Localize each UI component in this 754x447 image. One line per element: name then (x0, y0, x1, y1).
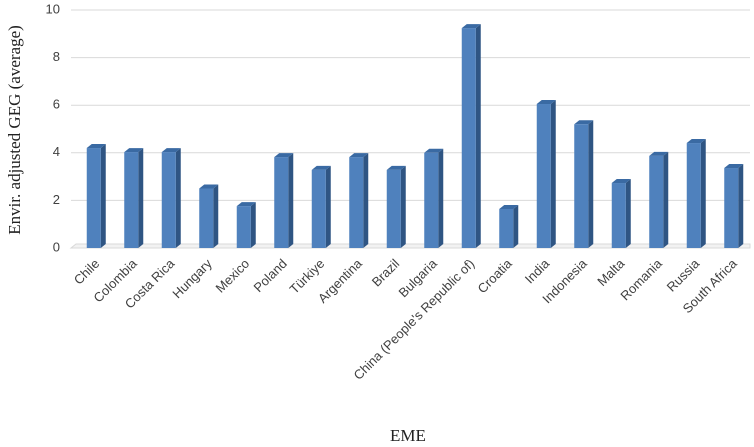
bar-side (663, 151, 669, 248)
bar-side (550, 100, 556, 248)
bar-top (461, 24, 481, 29)
bar (311, 169, 326, 248)
bar (424, 152, 439, 248)
bar (536, 104, 551, 248)
bar (161, 152, 176, 248)
y-axis-label: Envir. adjusted GEG (average) (5, 25, 24, 235)
y-tick-label: 2 (53, 192, 60, 207)
bar-side (363, 153, 369, 248)
bar-side (175, 148, 181, 248)
bar-top (274, 153, 294, 158)
bar-side (288, 153, 294, 248)
bar-side (475, 24, 481, 249)
bar-top (349, 153, 369, 158)
x-tick-label: Brazil (369, 256, 403, 290)
bar-top (236, 202, 256, 207)
bar (611, 183, 626, 248)
bar-side (588, 120, 594, 248)
bar (574, 124, 589, 248)
bar-side (325, 165, 331, 248)
x-tick-label: Hungary (169, 256, 215, 302)
bar-top (161, 148, 181, 153)
x-tick-label: Croatia (475, 255, 516, 296)
bar-side (250, 202, 256, 248)
bar (274, 157, 289, 248)
bar-top (536, 100, 556, 105)
bar-top (86, 144, 106, 149)
bar-top (124, 148, 144, 153)
bar-top (424, 148, 444, 153)
bar-side (625, 179, 631, 248)
bar-top (649, 151, 669, 156)
bar-top (311, 165, 331, 170)
bar-side (100, 144, 106, 248)
bar-side (138, 148, 144, 248)
x-tick-label: Romania (617, 255, 665, 303)
bar-side (700, 139, 706, 248)
bar-top (611, 179, 631, 184)
y-tick-label: 4 (53, 144, 60, 159)
bar (649, 155, 664, 248)
x-tick-label: India (522, 255, 553, 286)
bar-top (499, 204, 519, 209)
y-tick-label: 8 (53, 49, 60, 64)
bar (349, 157, 364, 248)
bar-side (400, 165, 406, 248)
bar-top (386, 165, 406, 170)
y-tick-label: 10 (46, 1, 60, 16)
x-axis-label: EME (390, 426, 426, 445)
x-tick-label: Mexico (213, 256, 253, 296)
x-tick-label: Chile (71, 256, 103, 288)
bar (386, 169, 401, 248)
bar (199, 188, 214, 248)
bar (236, 206, 251, 248)
bar-top (724, 164, 744, 169)
bar (499, 208, 514, 248)
x-tick-label: Poland (251, 256, 290, 295)
bar-side (738, 164, 744, 248)
bar (461, 28, 476, 249)
bar-side (438, 148, 444, 248)
x-tick-label: Malta (594, 255, 628, 289)
bar (124, 152, 139, 248)
bar (686, 143, 701, 248)
bar (86, 148, 101, 248)
bar-side (213, 184, 219, 248)
bar-top (574, 120, 594, 125)
bar-top (686, 139, 706, 144)
y-tick-label: 6 (53, 97, 60, 112)
bar-top (199, 184, 219, 189)
bar (724, 168, 739, 248)
bar-side (513, 204, 519, 248)
y-tick-label: 0 (53, 239, 60, 254)
